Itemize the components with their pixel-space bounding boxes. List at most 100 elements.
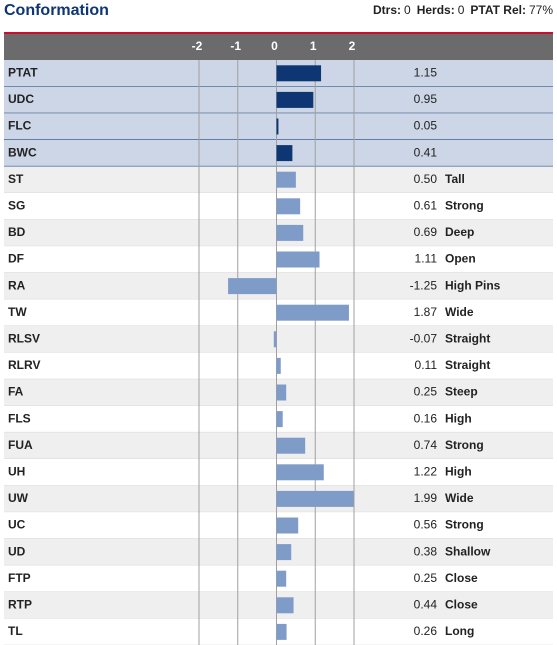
row-label: TL: [8, 624, 23, 638]
stat-value: 0: [404, 3, 411, 17]
header-band: [4, 33, 553, 60]
value-label: 0.25: [414, 385, 438, 399]
bar: [276, 357, 281, 374]
value-label: 0.11: [415, 358, 438, 372]
descriptor: Straight: [445, 331, 490, 345]
row-label: DF: [8, 252, 24, 266]
row-label: FLS: [8, 411, 31, 425]
value-label: 0.56: [414, 518, 438, 532]
value-label: 0.44: [414, 597, 438, 611]
row-label: FA: [8, 385, 24, 399]
row-label: UW: [8, 491, 29, 505]
row-band: [4, 272, 553, 300]
descriptor: Close: [445, 597, 478, 611]
descriptor: High Pins: [445, 278, 501, 292]
row-label: RLRV: [8, 358, 40, 372]
bar: [276, 304, 349, 321]
descriptor: High: [445, 464, 472, 478]
descriptor: High: [445, 411, 472, 425]
x-tick-label: 1: [310, 39, 317, 53]
value-label: 0.25: [414, 571, 438, 585]
row-label: UC: [8, 518, 26, 532]
row-label: ST: [8, 172, 24, 186]
value-label: -1.25: [410, 278, 438, 292]
descriptor: Shallow: [445, 544, 491, 558]
descriptor: Strong: [445, 438, 484, 452]
x-tick-label: -1: [230, 39, 241, 53]
value-label: 0.74: [414, 438, 438, 452]
row-label: BWC: [8, 145, 37, 159]
value-label: 0.05: [414, 119, 438, 133]
row-label: BD: [8, 225, 26, 239]
value-label: -0.07: [410, 331, 438, 345]
x-tick-label: -2: [192, 39, 203, 53]
bar: [276, 597, 294, 614]
row-label: FTP: [8, 571, 31, 585]
descriptor: Open: [445, 252, 476, 266]
stat-value: 77%: [529, 3, 553, 17]
stat-label: PTAT Rel:: [470, 3, 526, 17]
value-label: 1.99: [414, 491, 438, 505]
descriptor: Steep: [445, 385, 478, 399]
value-label: 0.16: [414, 411, 438, 425]
descriptor: Close: [445, 571, 478, 585]
row-label: FLC: [8, 119, 32, 133]
value-label: 0.41: [414, 145, 438, 159]
stat-label: Herds:: [417, 3, 455, 17]
row-label: RA: [8, 278, 26, 292]
x-tick-label: 0: [271, 39, 278, 53]
descriptor: Wide: [445, 305, 474, 319]
descriptor: Strong: [445, 518, 484, 532]
row-label: PTAT: [8, 65, 38, 79]
row-label: UDC: [8, 92, 34, 106]
bar: [228, 278, 277, 295]
bar: [276, 198, 301, 215]
descriptor: Strong: [445, 198, 484, 212]
bar: [276, 517, 299, 534]
bar: [276, 224, 304, 241]
bar: [276, 623, 287, 640]
row-label: RLSV: [8, 331, 40, 345]
value-label: 0.61: [414, 198, 438, 212]
row-band: [4, 113, 553, 140]
stat-value: 0: [458, 3, 465, 17]
row-label: TW: [8, 305, 27, 319]
bar: [276, 437, 306, 454]
bar: [276, 91, 314, 108]
descriptor: Wide: [445, 491, 474, 505]
bar: [276, 251, 320, 268]
bar: [276, 118, 279, 135]
value-label: 1.11: [415, 252, 438, 266]
row-label: UH: [8, 464, 25, 478]
row-label: SG: [8, 198, 25, 212]
value-label: 1.22: [414, 464, 438, 478]
bar: [276, 570, 287, 587]
row-band: [4, 326, 553, 353]
bar: [276, 384, 287, 401]
bar: [276, 171, 296, 188]
bar: [276, 145, 293, 162]
value-label: 0.38: [414, 544, 438, 558]
bar: [276, 65, 322, 82]
descriptor: Tall: [445, 172, 465, 186]
header-rule: [4, 32, 553, 34]
bar: [276, 464, 324, 481]
value-label: 0.69: [414, 225, 438, 239]
row-label: RTP: [8, 597, 32, 611]
descriptor: Long: [445, 624, 474, 638]
value-label: 0.50: [414, 172, 438, 186]
chart-title: Conformation: [4, 2, 109, 19]
row-label: FUA: [8, 438, 33, 452]
stat-label: Dtrs:: [373, 3, 401, 17]
bar: [276, 544, 292, 561]
descriptor: Deep: [445, 225, 474, 239]
bar: [276, 490, 354, 507]
value-label: 0.26: [414, 624, 438, 638]
value-label: 0.95: [414, 92, 438, 106]
descriptor: Straight: [445, 358, 490, 372]
bar: [273, 331, 277, 348]
value-label: 1.15: [414, 65, 438, 79]
value-label: 1.87: [414, 305, 438, 319]
row-label: UD: [8, 544, 26, 558]
